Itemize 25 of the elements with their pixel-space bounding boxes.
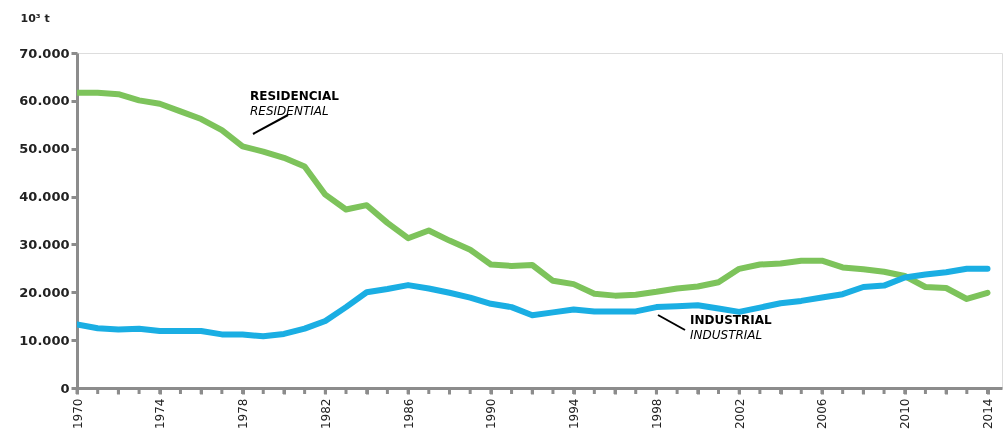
x-tick-label: 1982 <box>318 398 333 430</box>
x-tick-label: 1986 <box>401 398 416 430</box>
y-tick-label: 30.000 <box>19 236 70 252</box>
x-tick-label: 2010 <box>898 398 913 430</box>
x-tick-label: 1990 <box>484 398 499 430</box>
annotation: RESIDENCIAL <box>250 89 340 103</box>
y-tick-label: 20.000 <box>19 284 70 300</box>
x-tick-label: 2006 <box>815 398 830 430</box>
x-tick-label: 1994 <box>567 398 582 430</box>
y-tick-label: 40.000 <box>19 189 70 205</box>
x-tick-label: 1974 <box>153 398 168 430</box>
y-tick-label: 10.000 <box>19 332 70 348</box>
annotation: RESIDENTIAL <box>250 104 329 118</box>
y-tick-label: 50.000 <box>19 141 70 157</box>
y-axis-title: 10³ t <box>20 11 50 25</box>
x-tick-label: 1970 <box>70 398 85 430</box>
y-tick-label: 0 <box>60 380 70 396</box>
annotation: INDUSTRIAL <box>690 313 773 327</box>
x-tick-label: 1978 <box>236 398 251 430</box>
annotation: INDUSTRIAL <box>690 328 763 342</box>
y-tick-label: 60.000 <box>19 93 70 109</box>
x-tick-label: 1998 <box>649 398 664 430</box>
x-tick-label: 2014 <box>981 398 996 430</box>
y-tick-label: 70.000 <box>19 45 70 61</box>
x-tick-label: 2002 <box>732 398 747 430</box>
